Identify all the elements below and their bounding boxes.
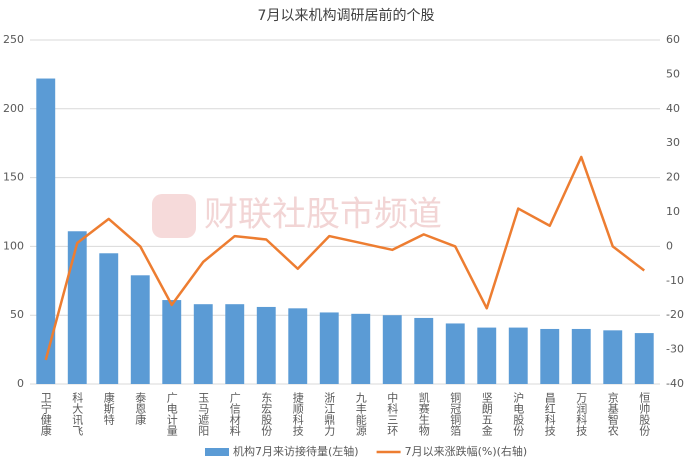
bar [634,333,654,384]
x-tick-label: 京基智农 [606,391,619,437]
bar [225,304,245,384]
chart-title: 7月以来机构调研居前的个股 [258,7,435,24]
legend-label: 机构7月来访接待量(左轴) [233,444,359,458]
y2-tick-label: 50 [666,67,680,80]
bar [162,300,182,384]
y2-tick-label: 0 [666,239,673,252]
x-tick-label: 广电计量 [165,392,178,436]
bar [571,328,591,384]
y2-tick-label: -30 [666,343,684,356]
bar [193,304,213,384]
y2-tick-label: 40 [666,102,680,115]
x-tick-label: 康斯特 [102,391,115,425]
bar [382,315,402,384]
x-tick-label: 浙江鼎力 [323,392,336,436]
x-tick-label: 科大讯飞 [71,391,84,436]
bar [130,275,150,384]
y2-tick-label: 60 [666,33,680,46]
y-tick-label: 50 [10,308,24,321]
y2-tick-label: -10 [666,274,684,287]
x-tick-label: 昌红科技 [543,392,556,437]
x-tick-label: 卫宁健康 [39,392,52,436]
legend-label: 7月以来涨跌幅(%)(右轴) [405,444,528,458]
y2-tick-label: 10 [666,205,680,218]
x-tick-label: 玉马遮阳 [197,392,210,436]
bar [603,330,623,384]
bar [99,253,119,384]
line [44,155,646,361]
x-tick-label: 万润科技 [575,392,588,437]
y-tick-label: 150 [3,171,24,184]
bar [351,313,371,384]
x-tick-label: 沪电股份 [512,391,525,437]
x-tick-label: 捷顺科技 [291,391,304,437]
bar [414,317,434,384]
x-tick-label: 凯赛生物 [417,392,430,436]
x-tick-label: 中科三环 [386,392,399,436]
x-tick-label: 坚朗五金 [480,392,493,436]
bar [256,306,276,384]
y-tick-label: 250 [3,33,24,46]
bar [508,327,528,384]
y-tick-label: 0 [17,377,24,390]
bar [477,327,497,384]
bar [445,323,465,384]
x-tick-label: 铜冠铜箔 [449,391,462,437]
bar [319,312,339,384]
legend-swatch [205,448,229,456]
y2-tick-label: 30 [666,136,680,149]
bar [67,231,87,384]
x-tick-label: 恒帅股份 [638,392,651,437]
x-tick-label: 东宏股份 [260,392,273,437]
y-tick-label: 200 [3,102,24,115]
x-tick-label: 九丰能源 [354,392,367,437]
y-tick-label: 100 [3,239,24,252]
x-tick-label: 广信材料 [228,392,241,437]
bar [288,308,308,384]
y2-tick-label: -40 [666,377,684,390]
y2-tick-label: 20 [666,171,680,184]
watermark: 财联社股市频道 [204,195,442,235]
watermark-logo [152,194,196,238]
bar [540,328,560,384]
x-tick-label: 泰恩康 [134,391,147,425]
y2-tick-label: -20 [666,308,684,321]
bar [36,78,56,384]
